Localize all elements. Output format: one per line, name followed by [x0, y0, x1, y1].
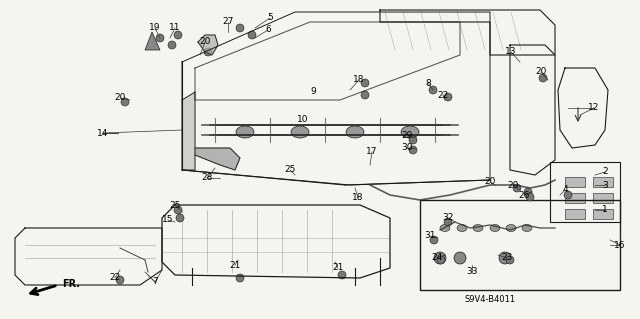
Bar — [593, 209, 613, 219]
Bar — [565, 193, 585, 203]
Text: 7: 7 — [152, 278, 158, 286]
Text: 20: 20 — [508, 181, 518, 189]
Circle shape — [204, 48, 212, 56]
Text: 13: 13 — [505, 48, 516, 56]
Text: 18: 18 — [353, 76, 365, 85]
Circle shape — [236, 274, 244, 282]
Circle shape — [539, 74, 547, 82]
Text: 27: 27 — [222, 18, 234, 26]
Ellipse shape — [440, 225, 450, 232]
Text: 2: 2 — [602, 167, 608, 176]
Bar — [565, 177, 585, 187]
Text: 10: 10 — [297, 115, 308, 124]
Circle shape — [168, 41, 176, 49]
Text: 22: 22 — [109, 273, 120, 283]
Circle shape — [156, 34, 164, 42]
Text: 9: 9 — [310, 87, 316, 97]
Text: 24: 24 — [431, 254, 443, 263]
Circle shape — [437, 256, 445, 264]
Circle shape — [513, 184, 521, 192]
Circle shape — [409, 136, 417, 144]
Bar — [550, 162, 620, 222]
Text: 26: 26 — [518, 190, 530, 199]
Text: 25: 25 — [284, 166, 296, 174]
Text: 21: 21 — [229, 261, 241, 270]
Text: 21: 21 — [332, 263, 344, 272]
Text: 14: 14 — [97, 129, 109, 137]
Ellipse shape — [401, 126, 419, 138]
Text: 25: 25 — [170, 201, 180, 210]
Ellipse shape — [506, 225, 516, 232]
Circle shape — [361, 91, 369, 99]
Ellipse shape — [473, 225, 483, 232]
Text: 20: 20 — [484, 177, 496, 187]
Text: 20: 20 — [115, 93, 125, 102]
Polygon shape — [182, 92, 195, 170]
Ellipse shape — [522, 225, 532, 232]
Bar — [593, 177, 613, 187]
Ellipse shape — [490, 225, 500, 232]
Circle shape — [434, 252, 446, 264]
Circle shape — [444, 218, 452, 226]
Circle shape — [526, 193, 534, 201]
Circle shape — [429, 86, 437, 94]
Text: S9V4-B4011: S9V4-B4011 — [465, 295, 516, 305]
Text: 4: 4 — [562, 186, 568, 195]
Circle shape — [338, 271, 346, 279]
Text: 22: 22 — [437, 91, 449, 100]
Text: 33: 33 — [467, 268, 477, 277]
Text: 29: 29 — [401, 131, 413, 140]
Circle shape — [176, 214, 184, 222]
Circle shape — [236, 24, 244, 32]
Ellipse shape — [291, 126, 309, 138]
Text: 6: 6 — [265, 26, 271, 34]
Ellipse shape — [457, 225, 467, 232]
Polygon shape — [198, 35, 218, 55]
Text: 5: 5 — [267, 13, 273, 23]
Polygon shape — [145, 32, 160, 50]
Text: 18: 18 — [352, 194, 364, 203]
Ellipse shape — [346, 126, 364, 138]
Text: 19: 19 — [149, 24, 161, 33]
Text: 16: 16 — [614, 241, 626, 249]
Text: 20: 20 — [535, 68, 547, 77]
Text: 1: 1 — [602, 205, 608, 214]
Circle shape — [174, 31, 182, 39]
Text: 17: 17 — [366, 147, 378, 157]
Text: 32: 32 — [442, 213, 454, 222]
Circle shape — [174, 206, 182, 214]
Circle shape — [499, 252, 511, 264]
Circle shape — [430, 236, 438, 244]
Text: 20: 20 — [199, 38, 211, 47]
Circle shape — [506, 256, 514, 264]
Text: 12: 12 — [588, 103, 600, 113]
Circle shape — [116, 276, 124, 284]
Text: 30: 30 — [401, 144, 413, 152]
Circle shape — [454, 252, 466, 264]
Circle shape — [564, 191, 572, 199]
Bar — [565, 209, 585, 219]
Bar — [420, 200, 620, 290]
Bar — [593, 193, 613, 203]
Circle shape — [524, 188, 532, 196]
Text: 11: 11 — [169, 24, 180, 33]
Text: 28: 28 — [202, 174, 212, 182]
Circle shape — [121, 98, 129, 106]
Circle shape — [409, 146, 417, 154]
Text: 15: 15 — [163, 216, 173, 225]
Circle shape — [361, 79, 369, 87]
Text: 31: 31 — [424, 232, 436, 241]
Polygon shape — [195, 148, 240, 170]
Text: FR.: FR. — [62, 279, 80, 289]
Text: 23: 23 — [501, 254, 513, 263]
Text: 8: 8 — [425, 78, 431, 87]
Circle shape — [444, 93, 452, 101]
Circle shape — [248, 31, 256, 39]
Ellipse shape — [236, 126, 254, 138]
Text: 3: 3 — [602, 181, 608, 189]
